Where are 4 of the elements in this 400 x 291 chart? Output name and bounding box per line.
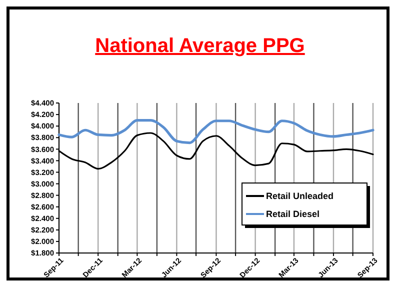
chart-title: National Average PPG	[95, 35, 305, 57]
legend-label: Retail Diesel	[266, 209, 320, 220]
line-series	[58, 119, 374, 144]
legend-label: Retail Unleaded	[266, 191, 334, 202]
